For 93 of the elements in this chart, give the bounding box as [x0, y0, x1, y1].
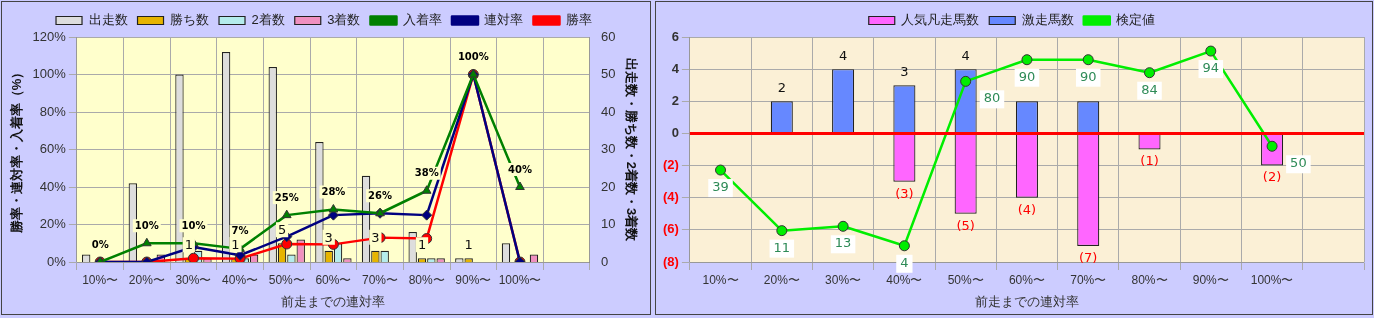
- data-label: 2: [777, 80, 786, 96]
- y-tick-label: (2): [663, 157, 679, 173]
- data-label: 4: [961, 48, 970, 64]
- y-tick-label: 60%: [39, 141, 67, 157]
- data-label: 38%: [414, 167, 439, 179]
- x-tick-label: 20%〜: [763, 272, 800, 287]
- data-label: 3: [324, 229, 333, 245]
- x-tick-label: 30%〜: [175, 272, 212, 287]
- data-label: 5: [277, 222, 287, 238]
- y-tick-label: 6: [671, 28, 679, 44]
- y2-tick-label: 60: [600, 28, 616, 44]
- legend-label: 検定値: [1116, 12, 1156, 28]
- y-tick-label: 100%: [32, 66, 67, 82]
- y-tick-label: 4: [671, 60, 680, 76]
- y2-tick-label: 20: [600, 178, 616, 194]
- x-tick-label: 60%〜: [315, 272, 352, 287]
- x-tick-label: 40%〜: [222, 272, 259, 287]
- x-tick-label: 50%〜: [947, 272, 984, 287]
- data-label: (1): [1140, 153, 1159, 169]
- y-tick-label: (6): [663, 221, 679, 237]
- x-tick-label: 90%〜: [455, 272, 492, 287]
- x-tick-label: 60%〜: [1008, 272, 1045, 287]
- data-label: 94: [1202, 59, 1220, 75]
- y-tick-label: (4): [663, 189, 679, 205]
- data-label: 100%: [457, 51, 489, 63]
- data-label: 84: [1141, 81, 1158, 97]
- y-tick-label: 40%: [39, 178, 67, 194]
- y2-tick-label: 50: [600, 66, 616, 82]
- data-label: 11: [773, 239, 791, 255]
- data-label: (7): [1079, 249, 1098, 265]
- y2-tick-label: 30: [600, 141, 616, 157]
- x-tick-label: 100%〜: [498, 272, 542, 287]
- data-label: 28%: [321, 186, 346, 198]
- x-tick-label: 10%〜: [82, 272, 119, 287]
- data-label: 3: [371, 229, 380, 245]
- y2-axis-title: 出走数・勝ち数・2着数・3着数: [623, 57, 639, 243]
- legend-label: 入着率: [402, 12, 442, 28]
- legend-label: 3着数: [327, 12, 361, 28]
- data-label: 10%: [181, 219, 206, 231]
- data-label: 0%: [91, 238, 109, 250]
- data-label: 1: [417, 237, 427, 253]
- y2-tick-label: 40: [600, 103, 616, 119]
- legend-label: 連対率: [484, 12, 524, 28]
- data-label: 39: [712, 178, 729, 194]
- legend-label: 激走馬数: [1021, 12, 1074, 28]
- y-tick-label: 0%: [47, 253, 67, 269]
- data-label: 1: [464, 237, 473, 253]
- x-tick-label: 70%〜: [362, 272, 399, 287]
- x-tick-label: 10%〜: [702, 272, 739, 287]
- x-tick-label: 70%〜: [1070, 272, 1107, 287]
- x-axis-title: 前走までの連対率: [974, 293, 1079, 309]
- data-label: 40%: [508, 163, 532, 175]
- legend-label: 2着数: [251, 12, 285, 28]
- x-tick-label: 90%〜: [1192, 272, 1229, 287]
- data-label: (3): [895, 185, 914, 201]
- data-label: 1: [231, 237, 240, 253]
- legend-label: 人気凡走馬数: [901, 12, 980, 28]
- x-axis-title: 前走までの連対率: [281, 293, 386, 309]
- data-label: 50: [1290, 155, 1307, 171]
- data-label: 25%: [274, 191, 299, 203]
- x-tick-label: 80%〜: [408, 272, 445, 287]
- data-label: 13: [834, 235, 852, 251]
- y-tick-label: 2: [671, 92, 679, 108]
- y2-tick-label: 0: [600, 253, 609, 269]
- x-tick-label: 30%〜: [825, 272, 862, 287]
- legend-label: 勝率: [565, 12, 592, 28]
- y-tick-label: 80%: [39, 103, 67, 119]
- x-tick-label: 20%〜: [128, 272, 165, 287]
- data-label: 90: [1018, 68, 1036, 84]
- data-label: 26%: [368, 189, 393, 201]
- x-tick-label: 80%〜: [1131, 272, 1168, 287]
- data-label: 1: [184, 237, 193, 253]
- data-label: 4: [838, 48, 848, 64]
- y-tick-label: 20%: [39, 216, 67, 232]
- data-label: 10%: [134, 219, 159, 231]
- x-tick-label: 100%〜: [1250, 272, 1294, 287]
- y2-tick-label: 10: [600, 216, 616, 232]
- data-label: 4: [900, 254, 909, 270]
- data-label: 90: [1079, 68, 1097, 84]
- data-label: (4): [1017, 201, 1037, 217]
- data-label: 7%: [231, 225, 249, 237]
- y-tick-label: (8): [663, 253, 679, 269]
- x-tick-label: 50%〜: [268, 272, 305, 287]
- legend-label: 出走数: [88, 12, 128, 28]
- x-tick-label: 40%〜: [886, 272, 923, 287]
- data-label: 3: [900, 64, 909, 80]
- data-label: 80: [983, 90, 1001, 106]
- y-tick-label: 0: [671, 125, 679, 141]
- y-axis-title: 勝率・連対率・入着率（%）: [9, 65, 25, 235]
- y-tick-label: 120%: [32, 28, 67, 44]
- legend-label: 勝ち数: [170, 12, 210, 28]
- data-label: (2): [1262, 169, 1282, 185]
- data-label: (5): [956, 217, 975, 233]
